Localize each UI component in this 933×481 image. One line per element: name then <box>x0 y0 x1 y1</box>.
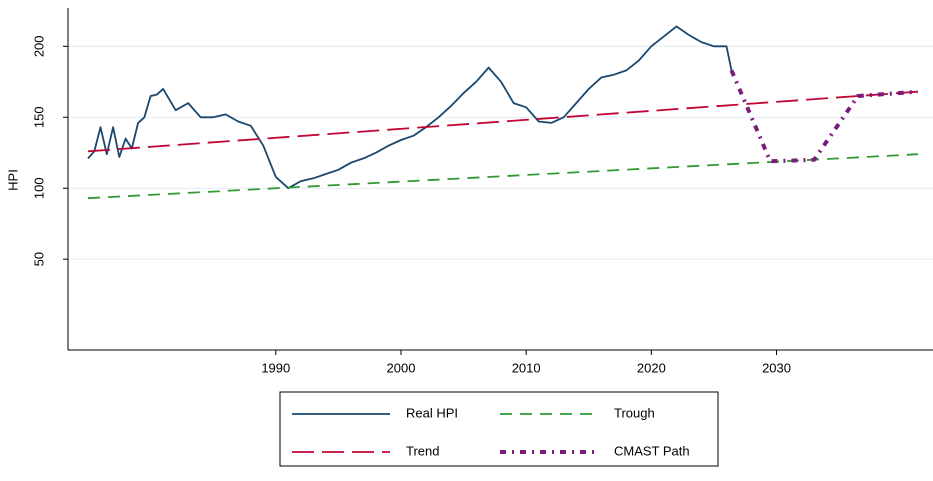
x-tick-label: 2020 <box>637 360 666 375</box>
y-tick-label: 100 <box>31 177 46 199</box>
series-line <box>729 69 919 164</box>
legend-label: Real HPI <box>406 405 458 420</box>
x-tick-label: 2010 <box>512 360 541 375</box>
y-tick-label: 50 <box>31 252 46 266</box>
legend-label: Trend <box>406 443 439 458</box>
y-tick-label: 150 <box>31 106 46 128</box>
x-tick-label: 2000 <box>387 360 416 375</box>
y-axis-label: HPI <box>5 169 20 191</box>
legend-box <box>279 391 719 467</box>
x-tick-label: 2030 <box>762 360 791 375</box>
x-tick-label: 1990 <box>261 360 290 375</box>
y-tick-label: 200 <box>31 35 46 57</box>
legend-label: Trough <box>614 405 655 420</box>
series-line <box>87 25 733 190</box>
legend-label: CMAST Path <box>614 443 690 458</box>
series-line <box>87 90 919 153</box>
